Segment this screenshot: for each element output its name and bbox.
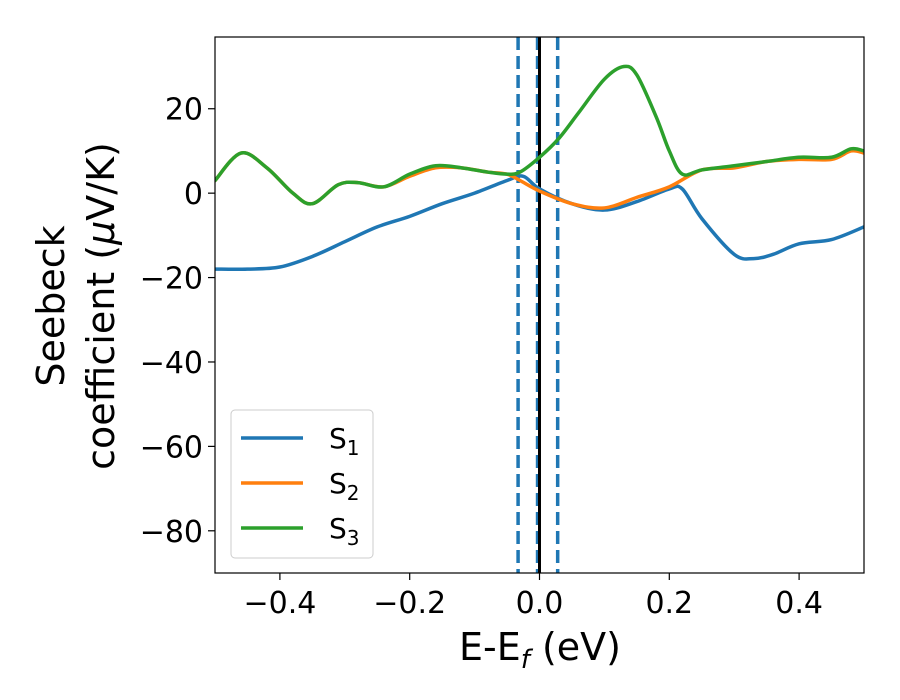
x-tick-label: −0.2: [373, 586, 446, 621]
vertical-reference-lines: [516, 37, 560, 573]
x-axis-label: E-Ef (eV): [459, 625, 621, 675]
y-tick-label: 0: [184, 177, 203, 212]
legend-label-s1: S1: [329, 422, 360, 460]
y-tick-label: −20: [140, 262, 203, 297]
series-line-s3: [215, 64, 864, 206]
x-axis-ticks: −0.4 −0.2 0.0 0.2 0.4: [243, 573, 823, 621]
y-tick-label: −40: [140, 346, 203, 381]
x-axis-label-unit: (eV): [530, 625, 621, 669]
x-tick-label: 0.2: [645, 586, 693, 621]
x-tick-label: 0.4: [775, 586, 823, 621]
y-axis-label-unit: V/K): [79, 142, 123, 221]
y-tick-label: −80: [140, 515, 203, 550]
x-tick-label: −0.4: [243, 586, 316, 621]
y-tick-label: 20: [165, 93, 203, 128]
y-axis-label-line2: coefficient (μV/K): [79, 142, 123, 470]
y-axis-label: Seebeck coefficient (μV/K): [29, 142, 123, 470]
x-tick-label: 0.0: [516, 586, 564, 621]
x-axis-label-main: E-E: [459, 625, 521, 669]
y-axis-label-line1: Seebeck: [29, 225, 73, 386]
series-lines: [215, 64, 864, 272]
y-axis-label-mu: μ: [79, 221, 123, 246]
legend-label-s3: S3: [329, 512, 360, 550]
y-axis-label-line2-main: coefficient (: [79, 245, 123, 470]
legend: S1 S2 S3: [230, 409, 374, 559]
legend-label-s2: S2: [329, 467, 360, 505]
y-axis-ticks: 20 0 −20 −40 −60 −80: [140, 93, 215, 550]
y-tick-label: −60: [140, 430, 203, 465]
